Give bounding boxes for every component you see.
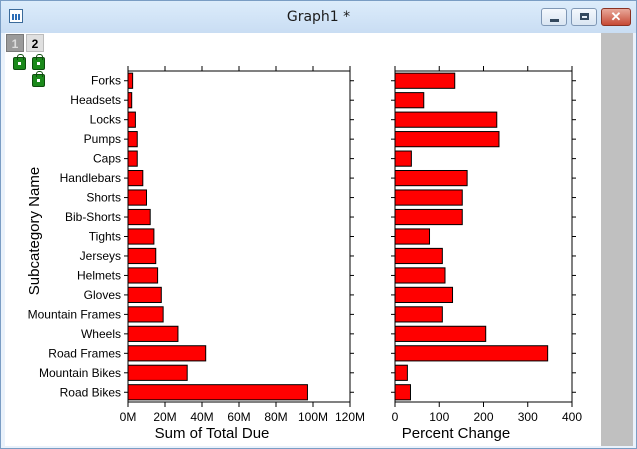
category-label: Headsets: [70, 93, 121, 107]
minimize-icon: [550, 19, 559, 22]
category-label: Pumps: [84, 132, 121, 146]
category-label: Jerseys: [80, 249, 121, 263]
category-label: Road Frames: [48, 346, 121, 360]
category-label: Locks: [90, 113, 121, 127]
x-tick-label-right: 0: [392, 410, 399, 424]
bar: [394, 384, 411, 401]
category-label: Gloves: [84, 288, 121, 302]
category-label: Road Bikes: [60, 385, 121, 399]
x-tick-label-left: 120M: [335, 410, 365, 424]
category-label: Shorts: [86, 191, 121, 205]
category-label: Helmets: [77, 268, 121, 282]
category-label: Forks: [91, 74, 121, 88]
bar: [394, 208, 463, 226]
scroll-area[interactable]: [601, 33, 633, 446]
bar: [394, 189, 463, 206]
bar: [127, 286, 162, 304]
maximize-icon: [580, 13, 589, 20]
category-label: Bib-Shorts: [65, 210, 121, 224]
bar: [127, 345, 207, 362]
bar: [127, 384, 308, 401]
bar: [127, 247, 157, 265]
x-tick-label-left: 40M: [190, 410, 213, 424]
bar: [394, 131, 500, 148]
bar: [394, 111, 498, 128]
x-tick-label-right: 200: [473, 410, 493, 424]
x-tick-label-right: 300: [518, 410, 538, 424]
bar: [394, 364, 408, 381]
bar: [127, 92, 133, 109]
bar: [394, 72, 456, 89]
x-tick-label-left: 20M: [153, 410, 176, 424]
bar: [394, 92, 425, 109]
x-tick-label-right: 100: [429, 410, 449, 424]
maximize-button[interactable]: [571, 8, 597, 26]
bar: [394, 247, 443, 265]
graph-page[interactable]: 1 2 Road Bikes Mountain Bikes Road Frames W…: [5, 33, 601, 446]
bar: [394, 267, 446, 284]
bar: [127, 364, 188, 381]
x-tick-label-left: 80M: [264, 410, 287, 424]
bar: [127, 150, 138, 167]
category-label: Tights: [89, 230, 121, 244]
category-label: Caps: [93, 152, 121, 166]
bar: [127, 325, 179, 342]
x-axis-title-right: Percent Change: [402, 425, 510, 442]
layer-tab-1[interactable]: 1: [6, 34, 24, 52]
layer-tab-2[interactable]: 2: [26, 34, 44, 52]
category-label: Mountain Bikes: [39, 366, 121, 380]
bar: [127, 228, 155, 245]
category-label: Mountain Frames: [28, 307, 121, 321]
y-axis-title: Subcategory Name: [26, 167, 43, 295]
bar: [127, 169, 144, 187]
bar: [127, 111, 136, 128]
bar: [127, 72, 134, 89]
bar: [394, 325, 487, 342]
x-tick-label-left: 100M: [298, 410, 328, 424]
category-label: Handlebars: [60, 171, 121, 185]
lock-icon[interactable]: [13, 54, 26, 70]
close-button[interactable]: ✕: [601, 8, 631, 26]
graph-window-icon[interactable]: [9, 9, 23, 23]
minimize-button[interactable]: [541, 8, 567, 26]
bar: [127, 208, 151, 226]
x-tick-label-right: 400: [562, 410, 582, 424]
bar: [394, 150, 412, 167]
bar: [394, 345, 549, 362]
bar: [394, 169, 468, 187]
x-axis-title-left: Sum of Total Due: [155, 425, 270, 442]
bar: [127, 306, 164, 323]
lock-icon[interactable]: [32, 71, 45, 87]
category-label: Wheels: [81, 327, 121, 341]
bar: [127, 131, 138, 148]
bar-chart: Road Bikes Mountain Bikes Road Frames Wheel…: [26, 66, 582, 442]
bar: [127, 189, 147, 206]
bar: [394, 286, 454, 304]
bar: [394, 306, 443, 323]
title-bar[interactable]: Graph1 * ✕: [1, 1, 636, 33]
x-tick-label-left: 60M: [227, 410, 250, 424]
window-title: Graph1 *: [286, 9, 351, 25]
bar: [394, 228, 431, 245]
close-icon: ✕: [610, 9, 622, 24]
lock-icon[interactable]: [32, 54, 45, 70]
x-tick-label-left: 0M: [120, 410, 137, 424]
bar: [127, 267, 159, 284]
